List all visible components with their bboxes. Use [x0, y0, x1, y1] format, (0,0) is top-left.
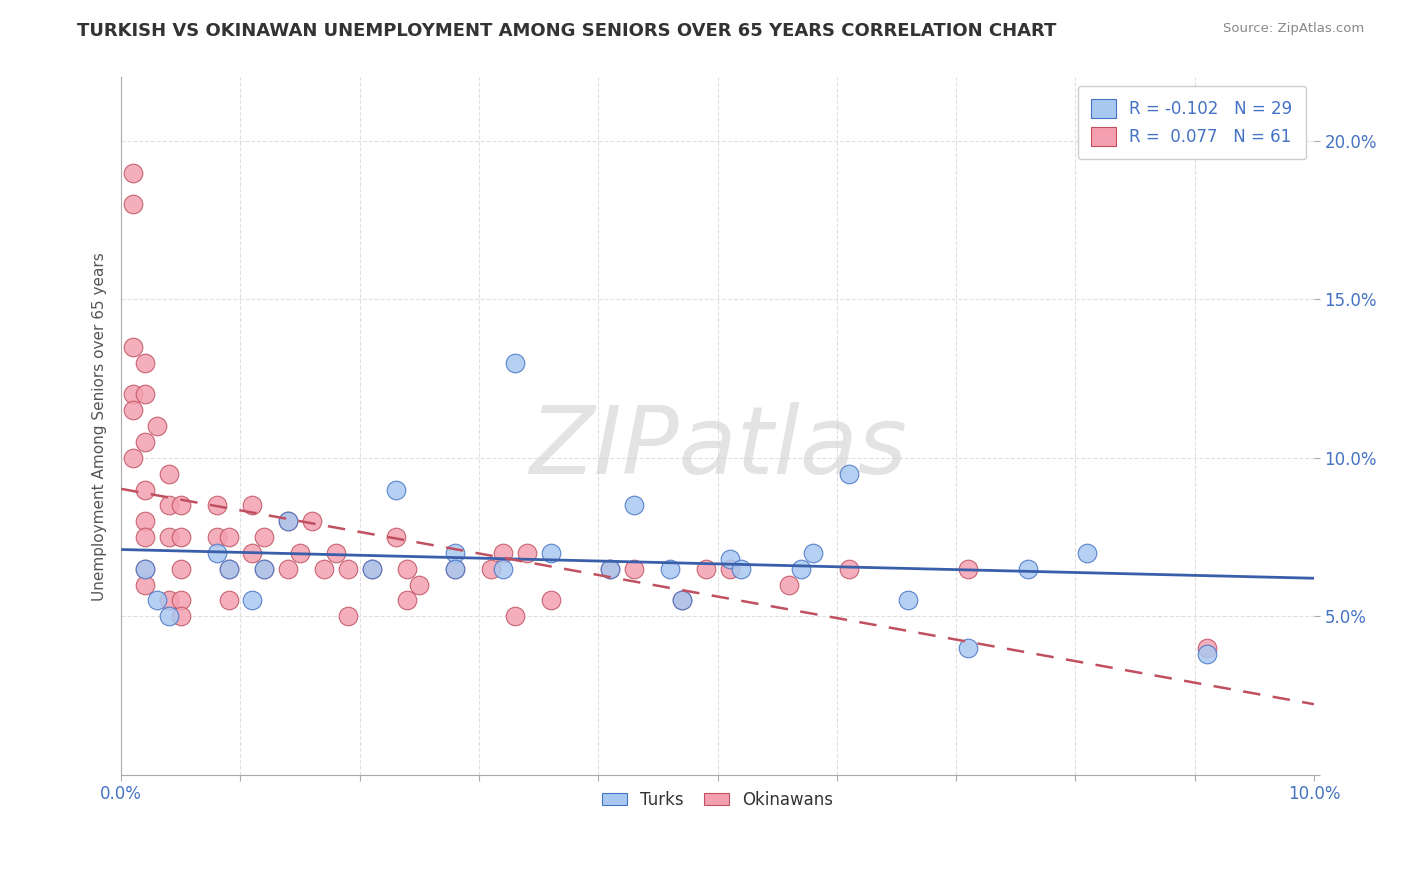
- Point: [134, 577, 156, 591]
- Point: [277, 562, 299, 576]
- Point: [384, 483, 406, 497]
- Point: [658, 562, 681, 576]
- Point: [157, 499, 180, 513]
- Point: [730, 562, 752, 576]
- Point: [540, 593, 562, 607]
- Point: [408, 577, 430, 591]
- Point: [360, 562, 382, 576]
- Point: [253, 562, 276, 576]
- Point: [134, 562, 156, 576]
- Point: [170, 562, 193, 576]
- Point: [122, 165, 145, 179]
- Point: [170, 593, 193, 607]
- Point: [312, 562, 335, 576]
- Point: [205, 530, 228, 544]
- Point: [122, 403, 145, 417]
- Point: [157, 609, 180, 624]
- Point: [325, 546, 347, 560]
- Point: [360, 562, 382, 576]
- Point: [122, 340, 145, 354]
- Point: [623, 562, 645, 576]
- Point: [599, 562, 621, 576]
- Point: [671, 593, 693, 607]
- Point: [801, 546, 824, 560]
- Point: [134, 434, 156, 449]
- Point: [157, 593, 180, 607]
- Point: [838, 562, 860, 576]
- Point: [122, 387, 145, 401]
- Point: [838, 467, 860, 481]
- Text: ZIPatlas: ZIPatlas: [529, 401, 907, 492]
- Point: [205, 499, 228, 513]
- Text: Source: ZipAtlas.com: Source: ZipAtlas.com: [1223, 22, 1364, 36]
- Point: [134, 514, 156, 528]
- Point: [444, 562, 467, 576]
- Text: TURKISH VS OKINAWAN UNEMPLOYMENT AMONG SENIORS OVER 65 YEARS CORRELATION CHART: TURKISH VS OKINAWAN UNEMPLOYMENT AMONG S…: [77, 22, 1057, 40]
- Point: [170, 499, 193, 513]
- Point: [336, 562, 359, 576]
- Point: [492, 546, 515, 560]
- Point: [396, 593, 419, 607]
- Point: [134, 356, 156, 370]
- Point: [134, 530, 156, 544]
- Point: [444, 562, 467, 576]
- Point: [492, 562, 515, 576]
- Point: [695, 562, 717, 576]
- Point: [671, 593, 693, 607]
- Point: [205, 546, 228, 560]
- Point: [242, 546, 264, 560]
- Point: [134, 387, 156, 401]
- Point: [218, 530, 240, 544]
- Point: [479, 562, 502, 576]
- Point: [1195, 640, 1218, 655]
- Point: [146, 419, 169, 434]
- Point: [146, 593, 169, 607]
- Point: [540, 546, 562, 560]
- Point: [170, 530, 193, 544]
- Y-axis label: Unemployment Among Seniors over 65 years: Unemployment Among Seniors over 65 years: [93, 252, 107, 600]
- Point: [1076, 546, 1098, 560]
- Point: [122, 450, 145, 465]
- Point: [516, 546, 538, 560]
- Point: [277, 514, 299, 528]
- Point: [778, 577, 800, 591]
- Point: [218, 593, 240, 607]
- Point: [170, 609, 193, 624]
- Point: [1017, 562, 1039, 576]
- Point: [218, 562, 240, 576]
- Point: [288, 546, 311, 560]
- Point: [718, 562, 741, 576]
- Point: [301, 514, 323, 528]
- Point: [218, 562, 240, 576]
- Point: [336, 609, 359, 624]
- Point: [790, 562, 813, 576]
- Point: [623, 499, 645, 513]
- Point: [384, 530, 406, 544]
- Point: [134, 562, 156, 576]
- Legend: Turks, Okinawans: Turks, Okinawans: [595, 784, 839, 815]
- Point: [957, 640, 980, 655]
- Point: [253, 530, 276, 544]
- Point: [157, 467, 180, 481]
- Point: [718, 552, 741, 566]
- Point: [157, 530, 180, 544]
- Point: [396, 562, 419, 576]
- Point: [242, 593, 264, 607]
- Point: [503, 356, 526, 370]
- Point: [503, 609, 526, 624]
- Point: [277, 514, 299, 528]
- Point: [444, 546, 467, 560]
- Point: [957, 562, 980, 576]
- Point: [242, 499, 264, 513]
- Point: [122, 197, 145, 211]
- Point: [134, 483, 156, 497]
- Point: [599, 562, 621, 576]
- Point: [253, 562, 276, 576]
- Point: [1195, 648, 1218, 662]
- Point: [897, 593, 920, 607]
